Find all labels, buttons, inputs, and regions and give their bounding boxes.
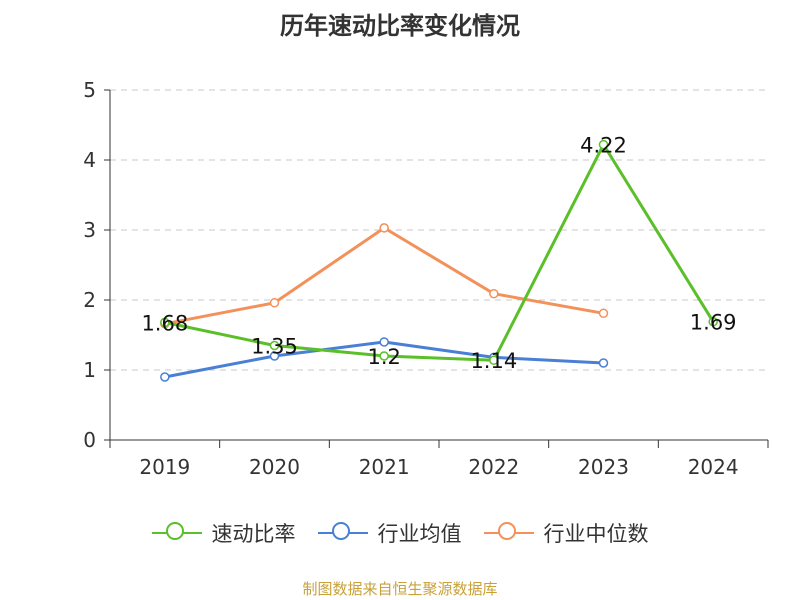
data-point [708, 316, 718, 327]
data-point [160, 317, 170, 328]
source-note: 制图数据来自恒生聚源数据库 [302, 580, 498, 598]
legend-item-quick-ratio[interactable]: 速动比率 [151, 518, 296, 548]
legend-label: 行业均值 [377, 522, 462, 546]
legend-item-industry-median[interactable]: 行业中位数 [483, 518, 649, 548]
series-line [164, 143, 715, 362]
data-point [598, 308, 609, 319]
y-tick-label: 1 [83, 358, 96, 382]
grid-lines [110, 89, 768, 371]
chart-title: 历年速动比率变化情况 [280, 12, 520, 40]
legend-swatch-icon [317, 520, 368, 546]
y-tick-label: 4 [83, 148, 96, 172]
legend-label: 行业中位数 [543, 522, 649, 546]
data-label: 4.22 [580, 134, 627, 158]
y-tick-label: 3 [83, 218, 96, 242]
data-point [598, 358, 609, 368]
legend: 速动比率 行业均值 行业中位数 [0, 518, 800, 548]
legend-label: 速动比率 [211, 522, 296, 546]
legend-swatch-icon [151, 520, 202, 546]
data-point [489, 355, 499, 365]
data-labels: 1.68 1.35 1.2 1.14 4.22 1.69 [141, 134, 736, 374]
data-point [598, 139, 609, 150]
data-point [269, 340, 280, 351]
series-lines [160, 139, 718, 382]
data-label: 1.2 [367, 345, 400, 369]
x-tick-label: 2021 [359, 455, 410, 479]
data-point [379, 351, 389, 361]
data-point [379, 223, 389, 233]
data-point [269, 351, 280, 361]
data-point [160, 372, 170, 382]
data-label: 1.68 [141, 311, 188, 335]
x-tick-label: 2019 [139, 455, 190, 479]
data-label: 1.35 [251, 335, 298, 359]
x-tick-label: 2024 [688, 455, 739, 479]
data-point [489, 288, 499, 299]
axes: 0 1 2 3 4 5 2019 2020 2021 2022 2023 2024 [83, 78, 769, 479]
data-label: 1.69 [690, 311, 737, 335]
y-tick-label: 2 [83, 288, 96, 312]
x-tick-label: 2020 [249, 455, 300, 479]
data-point [379, 337, 389, 347]
y-tick-label: 5 [83, 78, 96, 102]
legend-swatch-icon [483, 520, 534, 546]
data-label: 1.14 [470, 349, 517, 373]
x-tick-label: 2022 [468, 455, 519, 479]
y-tick-label: 0 [83, 428, 96, 452]
data-point [269, 298, 280, 308]
x-tick-label: 2023 [578, 455, 629, 479]
legend-item-industry-mean[interactable]: 行业均值 [317, 518, 462, 548]
